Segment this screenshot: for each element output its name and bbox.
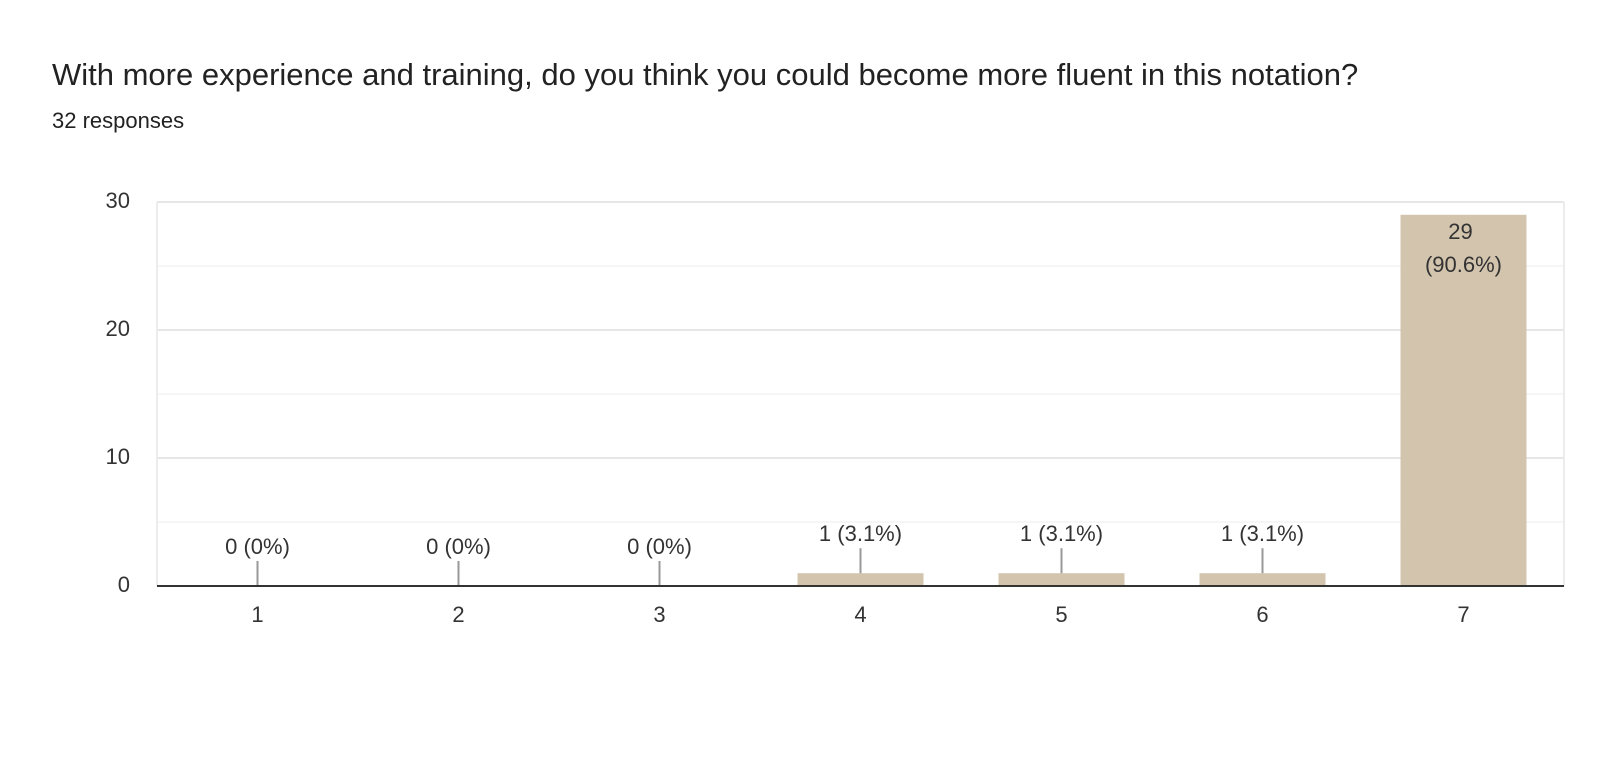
value-label: 0 (0%) (426, 534, 491, 559)
value-label: 1 (3.1%) (1020, 521, 1103, 546)
y-tick-label: 10 (106, 444, 130, 469)
value-label: 0 (0%) (225, 534, 290, 559)
x-tick-label: 2 (452, 602, 464, 627)
x-tick-label: 6 (1256, 602, 1268, 627)
y-tick-label: 30 (106, 188, 130, 213)
bar (998, 573, 1125, 586)
y-tick-label: 0 (118, 572, 130, 597)
bar (1400, 214, 1527, 587)
x-tick-label: 1 (251, 602, 263, 627)
x-tick-label: 5 (1055, 602, 1067, 627)
bar (797, 573, 924, 586)
x-tick-label: 4 (854, 602, 866, 627)
value-label: 1 (3.1%) (1221, 521, 1304, 546)
chart-subtitle: 32 responses (52, 108, 184, 133)
value-label: 0 (0%) (627, 534, 692, 559)
chart-title: With more experience and training, do yo… (52, 57, 1358, 92)
x-tick-label: 7 (1457, 602, 1469, 627)
x-tick-label: 3 (653, 602, 665, 627)
bar (1199, 573, 1326, 586)
y-tick-label: 20 (106, 316, 130, 341)
value-label: 29 (90.6%) (1425, 219, 1502, 277)
value-label: 1 (3.1%) (819, 521, 902, 546)
